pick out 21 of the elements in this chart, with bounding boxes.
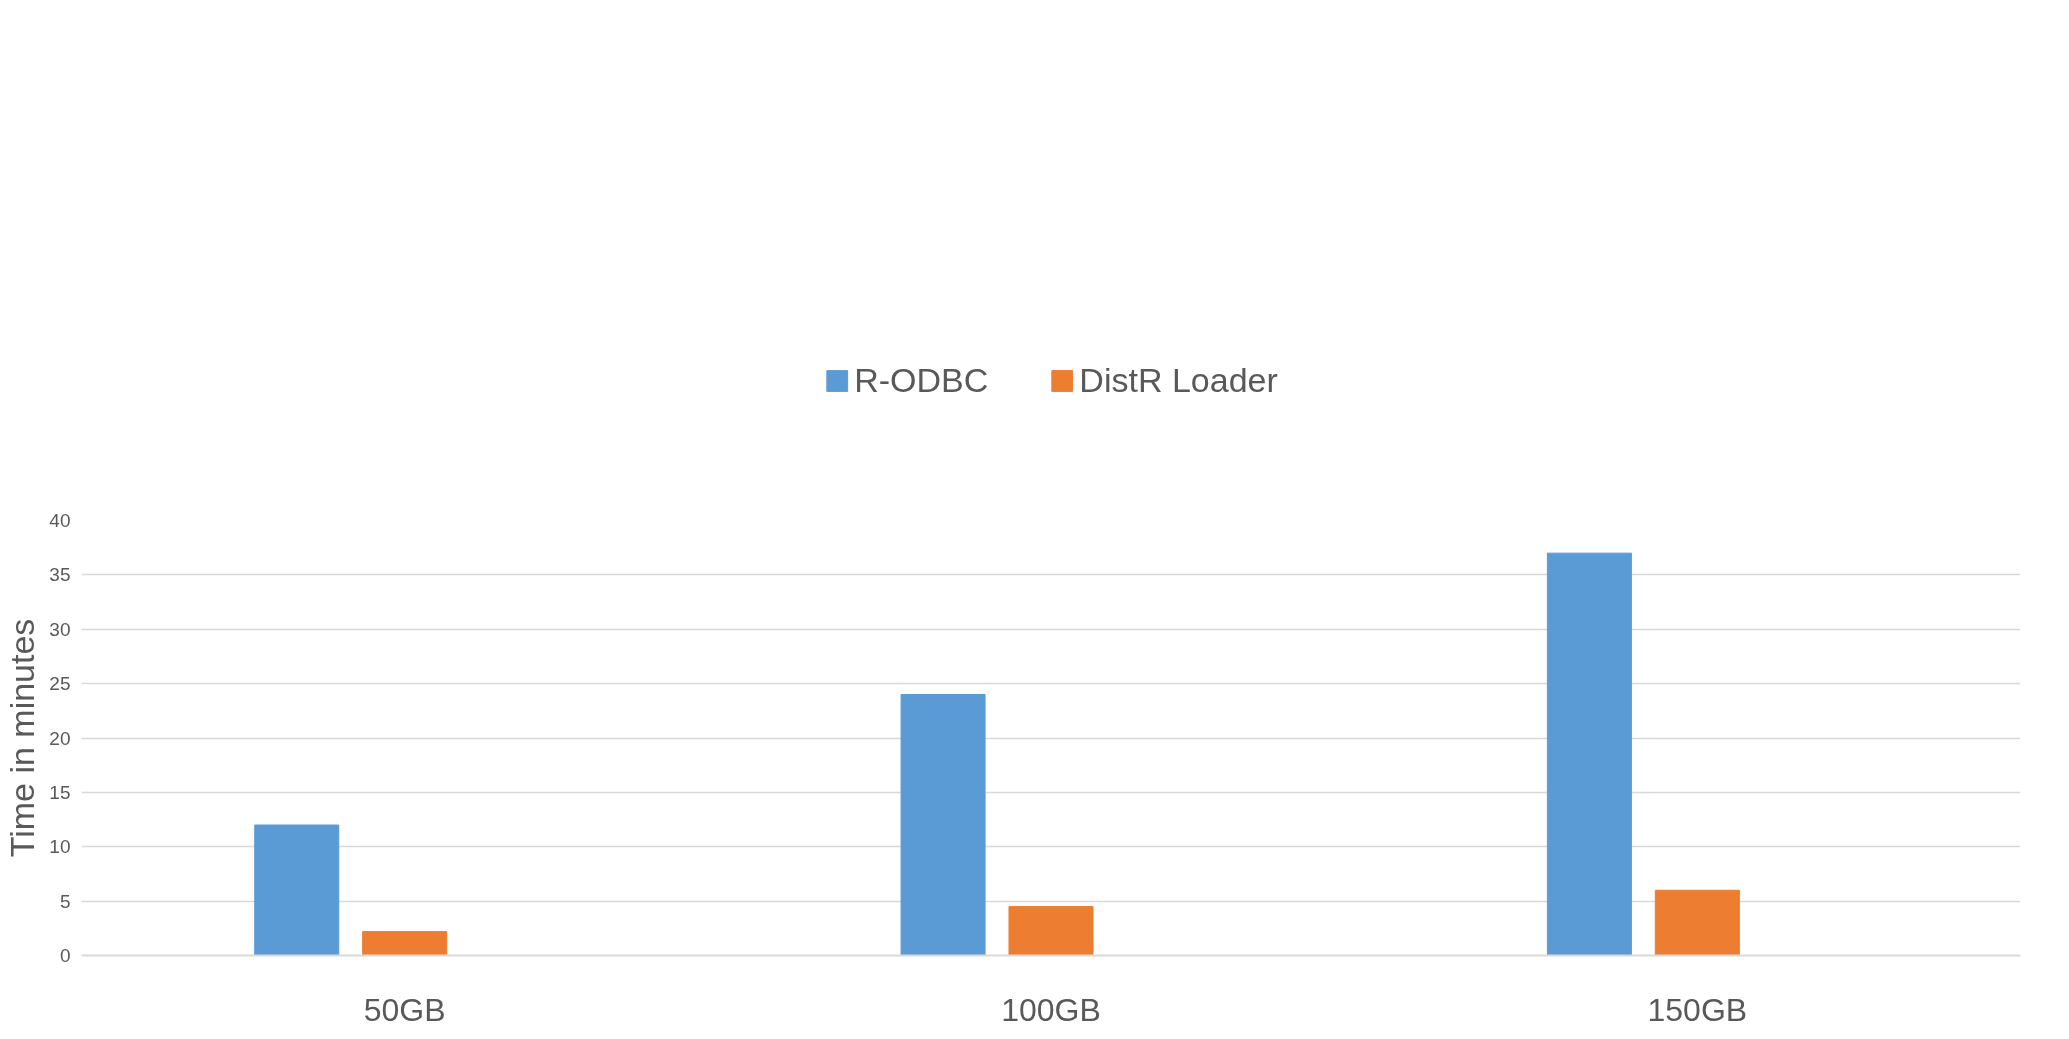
bar [900, 694, 986, 956]
y-tick-label: 10 [49, 836, 71, 858]
x-tick-label: 100GB [1001, 991, 1101, 1028]
y-axis-title: Time in minutes [3, 618, 42, 858]
x-tick-label: 150GB [1647, 991, 1748, 1028]
bar [1654, 889, 1740, 956]
y-tick-label: 5 [59, 890, 71, 912]
bar [362, 931, 448, 956]
bar [1008, 906, 1094, 956]
y-tick-label: 30 [49, 618, 71, 640]
bar [1546, 552, 1632, 956]
y-tick-label: 25 [49, 673, 71, 695]
y-tick-label: 20 [49, 727, 71, 749]
y-tick-label: 40 [49, 510, 71, 531]
bar [254, 824, 340, 956]
y-tick-label: 35 [49, 564, 71, 586]
legend-label: R-ODBC [854, 360, 989, 400]
x-tick-label: 50GB [363, 991, 446, 1028]
y-tick-label: 15 [49, 781, 71, 803]
legend-label: DistR Loader [1079, 360, 1278, 400]
y-tick-label: 0 [59, 945, 71, 966]
